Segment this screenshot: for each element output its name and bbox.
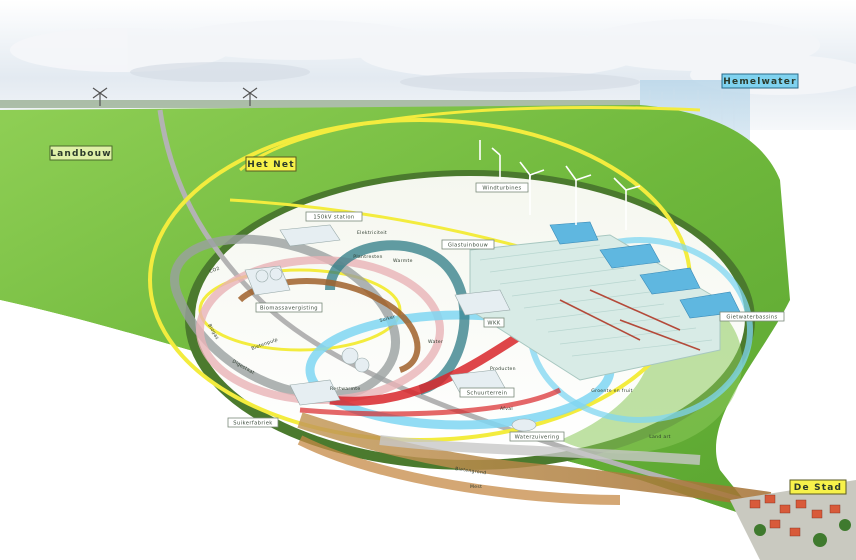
label-glastuinbouw: Glastuinbouw [441, 239, 495, 250]
svg-text:150kV station: 150kV station [313, 215, 354, 221]
svg-text:Groente en fruit: Groente en fruit [591, 388, 632, 394]
svg-text:Het Net: Het Net [247, 160, 294, 170]
svg-text:Suikerfabriek: Suikerfabriek [233, 421, 272, 427]
flow-label-afval: Afval [500, 406, 513, 412]
svg-text:Biomassavergisting: Biomassavergisting [260, 306, 318, 312]
svg-text:De Stad: De Stad [794, 483, 842, 493]
svg-text:Schuurterrein: Schuurterrein [467, 391, 508, 397]
flow-label-co2: CO2 [209, 266, 221, 275]
label-plantresten: Plantresten [353, 254, 382, 260]
svg-text:Plantresten: Plantresten [353, 254, 382, 260]
flow-label-warmte: Warmte [393, 258, 413, 264]
label-hemelwater: Hemelwater [721, 73, 799, 89]
water-basins [549, 221, 741, 319]
label-waterzuivering: Waterzuivering [509, 431, 565, 442]
windmill-icon [92, 87, 258, 106]
svg-text:Windturbines: Windturbines [482, 186, 521, 192]
svg-text:Glastuinbouw: Glastuinbouw [448, 243, 489, 249]
flow-label-mest: Mest [470, 484, 482, 490]
label-biomassavergisting: Biomassavergisting [255, 302, 323, 313]
svg-text:Elektriciteit: Elektriciteit [357, 230, 387, 236]
label-windturbines: Windturbines [475, 182, 529, 193]
label-land-art: Land art [649, 434, 671, 440]
label-suikerfabriek: Suikerfabriek [227, 417, 279, 428]
svg-text:Hemelwater: Hemelwater [723, 77, 796, 87]
svg-text:Waterzuivering: Waterzuivering [515, 435, 560, 441]
flow-label-bietengrond: Bietengrond [455, 466, 487, 476]
flow-label-water: Water [428, 339, 443, 345]
svg-text:Land art: Land art [649, 434, 671, 440]
svg-text:WKK: WKK [487, 321, 500, 327]
label-de-stad: De Stad [789, 479, 847, 495]
svg-text:Gietwaterbassins: Gietwaterbassins [726, 315, 777, 321]
soil-flow [297, 412, 772, 508]
station-building [244, 224, 537, 432]
flow-label-restwarmte: Restwarmte [330, 386, 361, 392]
wind-turbine-icon [479, 140, 641, 230]
label-landbouw: Landbouw [49, 145, 113, 161]
label-groente-en-fruit: Groente en fruit [591, 388, 632, 394]
greenhouse-complex [469, 234, 721, 381]
flow-label-suiker: Suiker [379, 314, 396, 324]
city [730, 480, 856, 560]
co2-loop [325, 240, 470, 395]
label-gietwaterbassins: Gietwaterbassins [719, 311, 785, 322]
label-wkk: WKK [483, 317, 505, 328]
svg-text:Landbouw: Landbouw [50, 149, 112, 159]
label-schuurterrein: Schuurterrein [459, 387, 515, 398]
flow-label-producten: Producten [490, 366, 516, 372]
label-station: 150kV station [305, 211, 363, 222]
label-het-net: Het Net [245, 156, 297, 172]
label-elektriciteit: Elektriciteit [357, 230, 387, 236]
